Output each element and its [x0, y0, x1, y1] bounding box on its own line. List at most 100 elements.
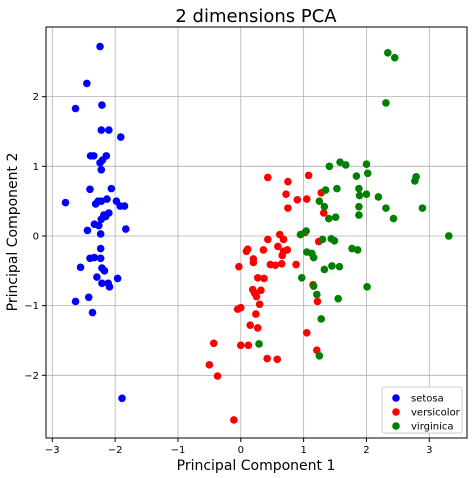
virginica-point — [362, 160, 371, 169]
versicolor-point — [252, 310, 260, 318]
versicolor-point — [304, 171, 313, 180]
versicolor-point — [209, 339, 218, 348]
virginica-point — [341, 161, 350, 169]
legend-marker-virginica — [392, 422, 400, 430]
versicolor-point — [302, 195, 311, 203]
virginica-point — [336, 158, 344, 166]
versicolor-point — [319, 209, 328, 217]
virginica-point — [384, 48, 392, 57]
setosa-point — [105, 283, 114, 291]
versicolor-point — [271, 261, 280, 270]
setosa-point — [93, 273, 101, 281]
virginica-point — [362, 190, 371, 198]
versicolor-point — [259, 246, 268, 254]
virginica-point — [317, 315, 326, 323]
y-axis-label: Principal Component 2 — [5, 153, 21, 312]
legend: setosa versicolor virginica — [381, 386, 463, 434]
virginica-point — [309, 282, 318, 290]
setosa-point — [89, 152, 98, 160]
y-tick-label: −2 — [24, 371, 39, 382]
virginica-point — [382, 99, 390, 107]
virginica-point — [389, 214, 398, 223]
setosa-point — [91, 200, 100, 208]
versicolor-point — [313, 297, 322, 306]
series-virginica — [255, 48, 453, 360]
setosa-point — [83, 226, 92, 235]
legend-label-virginica: virginica — [411, 422, 454, 433]
x-tick-label: −2 — [108, 445, 123, 456]
versicolor-point — [260, 274, 268, 283]
versicolor-point — [244, 341, 253, 350]
x-tick-label: 3 — [426, 445, 432, 456]
virginica-point — [355, 211, 363, 219]
versicolor-point — [236, 303, 245, 312]
legend-marker-versicolor — [392, 408, 400, 416]
virginica-point — [355, 191, 364, 200]
virginica-point — [353, 246, 362, 254]
y-tick-label: 0 — [33, 231, 39, 242]
legend-label-versicolor: versicolor — [411, 408, 461, 419]
virginica-point — [355, 184, 363, 193]
versicolor-point — [263, 354, 271, 363]
versicolor-point — [279, 235, 288, 244]
versicolor-point — [243, 245, 252, 254]
versicolor-point — [213, 372, 222, 380]
setosa-point — [96, 254, 105, 263]
setosa-point — [100, 267, 109, 275]
setosa-point — [97, 215, 106, 224]
virginica-point — [255, 340, 263, 348]
setosa-point — [97, 126, 106, 134]
series-setosa — [61, 42, 130, 403]
versicolor-point — [252, 292, 261, 301]
x-tick-label: 2 — [363, 445, 369, 456]
virginica-point — [328, 262, 336, 270]
virginica-point — [315, 352, 324, 360]
virginica-point — [355, 202, 363, 211]
versicolor-point — [235, 262, 243, 271]
setosa-point — [113, 274, 122, 283]
axis-ticks: −3 −2 −1 0 1 2 3 −2 −1 0 1 2 — [24, 92, 432, 456]
virginica-point — [331, 213, 340, 221]
setosa-point — [96, 244, 105, 253]
x-tick-label: 0 — [238, 445, 244, 456]
virginica-point — [315, 197, 324, 205]
versicolor-point — [292, 260, 300, 269]
virginica-point — [382, 204, 390, 212]
virginica-point — [363, 169, 372, 178]
setosa-point — [88, 308, 97, 317]
virginica-point — [390, 53, 399, 62]
legend-box — [381, 386, 463, 434]
setosa-point — [61, 198, 70, 207]
setosa-point — [105, 126, 113, 134]
versicolor-point — [249, 258, 258, 267]
versicolor-point — [284, 204, 292, 212]
virginica-point — [363, 283, 371, 291]
setosa-point — [97, 197, 106, 205]
setosa-point — [98, 279, 106, 288]
virginica-point — [333, 184, 341, 193]
setosa-point — [76, 263, 85, 272]
x-axis-label: Principal Component 1 — [177, 458, 336, 474]
plot-frame — [45, 26, 468, 439]
versicolor-point — [293, 195, 302, 204]
versicolor-point — [253, 324, 262, 332]
series-versicolor — [205, 171, 328, 424]
virginica-point — [352, 172, 361, 180]
versicolor-point — [264, 235, 272, 244]
virginica-point — [412, 172, 420, 181]
setosa-point — [84, 293, 93, 302]
versicolor-point — [273, 355, 282, 364]
grid-lines — [46, 27, 467, 438]
versicolor-point — [284, 177, 292, 186]
versicolor-point — [230, 416, 238, 424]
virginica-point — [313, 290, 321, 299]
setosa-point — [96, 159, 104, 167]
virginica-point — [418, 204, 427, 212]
virginica-point — [296, 230, 305, 239]
setosa-point — [98, 101, 106, 109]
virginica-point — [324, 214, 333, 223]
setosa-point — [83, 79, 91, 88]
virginica-point — [325, 162, 334, 171]
setosa-point — [107, 184, 116, 193]
